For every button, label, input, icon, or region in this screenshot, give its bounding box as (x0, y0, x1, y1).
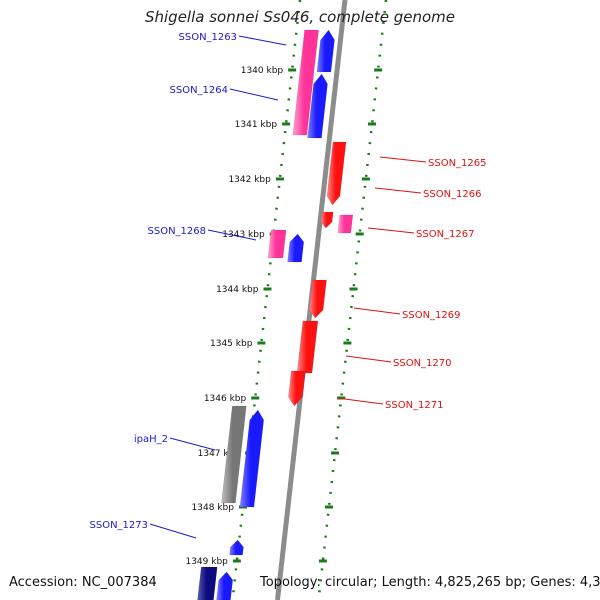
left-tick-track (231, 0, 302, 600)
gene-label-leader (367, 227, 415, 234)
gene-label-leader (169, 437, 216, 451)
gene-blue-partial (216, 571, 234, 600)
gene-label-leader (345, 355, 392, 363)
gene-label-leader (229, 88, 279, 101)
tick-label: 1344 kbp (216, 285, 259, 295)
gene-label-leader (336, 397, 384, 405)
gene-label-minus: ipaH_2 (134, 434, 168, 445)
gene-label-minus: SSON_1273 (90, 520, 149, 531)
gene-sson-1273-arrow (229, 539, 244, 556)
tick-label: 1342 kbp (228, 175, 271, 185)
genome-summary: Topology: circular; Length: 4,825,265 bp… (260, 575, 600, 590)
gene-sson-1271 (288, 370, 306, 407)
accession-label: Accession: NC_007384 (9, 575, 157, 590)
tick-label: 1340 kbp (241, 66, 284, 76)
gene-label-leader (207, 229, 257, 241)
gene-sson-1270 (296, 320, 319, 374)
gene-sson-1263-arrow (316, 29, 335, 73)
gene-label-leader (379, 156, 427, 163)
tick-label: 1345 kbp (210, 339, 253, 349)
gene-label-plus: SSON_1269 (402, 310, 461, 321)
gene-label-plus: SSON_1271 (385, 400, 444, 411)
gene-label-plus: SSON_1267 (416, 229, 475, 240)
tick-label: 1348 kbp (192, 503, 235, 513)
tick-label: 1343 kbp (222, 230, 265, 240)
gene-sson-1268-arrow (287, 233, 305, 263)
gene-label-minus: SSON_1264 (170, 85, 229, 96)
gene-label-leader (238, 35, 287, 46)
gene-label-leader (353, 307, 401, 315)
gene-sson-1269 (308, 279, 327, 319)
gene-label-leader (374, 187, 422, 194)
tick-label: 1349 kbp (185, 557, 228, 567)
gene-sson-1267 (337, 214, 354, 234)
gene-label-minus: SSON_1263 (179, 32, 238, 43)
gene-ipah-2-gray (221, 405, 247, 504)
gene-sson-1268-pink (267, 229, 287, 259)
gene-sson-1263-body (292, 29, 319, 136)
gene-label-plus: SSON_1265 (428, 158, 487, 169)
gene-ipah-2-arrow (239, 409, 265, 508)
right-tick-track (317, 0, 388, 600)
gene-label-minus: SSON_1268 (148, 226, 207, 237)
gene-sson-1266 (320, 211, 334, 229)
gene-sson-1264-arrow (307, 73, 328, 139)
gene-label-leader (149, 523, 197, 539)
map-title: Shigella sonnei Ss046, complete genome (144, 8, 456, 26)
gene-navy-partial (197, 566, 218, 600)
gene-label-plus: SSON_1266 (423, 189, 482, 200)
tick-label: 1347 kbp (198, 449, 241, 459)
gene-label-plus: SSON_1270 (393, 358, 452, 369)
tick-label: 1341 kbp (235, 120, 278, 130)
gene-sson-1265 (326, 141, 347, 206)
tick-label: 1346 kbp (204, 394, 247, 404)
